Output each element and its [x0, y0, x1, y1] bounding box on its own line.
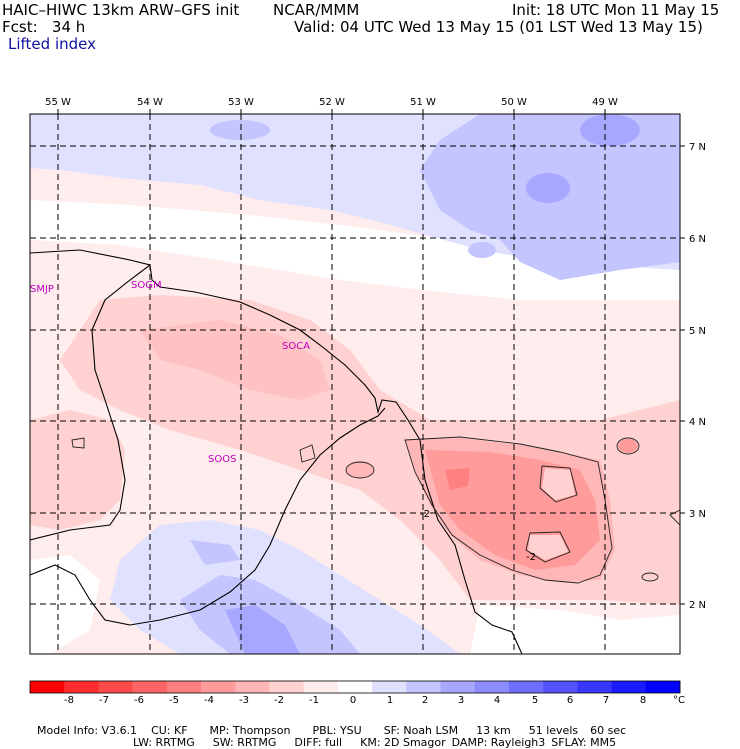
colorbar-swatch [98, 681, 133, 693]
shaded-field [30, 114, 680, 654]
station-label: SMJP [30, 284, 54, 295]
gridlines [30, 114, 680, 654]
footer-item: MP: Thompson [209, 724, 291, 737]
valid-time: Valid: 04 UTC Wed 13 May 15 (01 LST Wed … [294, 18, 703, 36]
colorbar-tick-label: -2 [274, 695, 284, 706]
colorbar-tick-label: 6 [567, 695, 573, 706]
footer-item: DAMP: Rayleigh3 [451, 736, 546, 749]
station-label: SOOS [208, 454, 236, 465]
colorbar-tick-label: -8 [64, 695, 74, 706]
colorbar-tick-label: 2 [422, 695, 428, 706]
colorbar-tick-label: 5 [532, 695, 538, 706]
colorbar-swatch [440, 681, 476, 693]
model-title: HAIC–HIWC 13km ARW–GFS init [2, 1, 240, 19]
map-frame [29, 113, 681, 655]
colorbar-swatch [372, 681, 407, 693]
colorbar-swatch [611, 681, 647, 693]
footer-item: Model Info: V3.6.1 [37, 724, 138, 737]
colorbar-tick-label: 8 [640, 695, 646, 706]
footer-item: DIFF: full [294, 736, 343, 749]
colorbar-tick-label: -7 [99, 695, 109, 706]
colorbar-tick-label: -6 [134, 695, 144, 706]
tick-marks [57, 109, 685, 605]
footer-item: 51 levels [528, 724, 579, 737]
colorbar-swatch [337, 681, 373, 693]
coastlines [30, 249, 523, 654]
colorbar-swatch [474, 681, 510, 693]
contour-label: -2 [526, 552, 536, 563]
lon-label: 51 W [410, 97, 436, 108]
colorbar-tick-label: 0 [350, 695, 356, 706]
station-label: SOGM [131, 280, 162, 291]
model-info-line2: LW: RRTMG SW: RRTMG DIFF: full KM: 2D Smago… [126, 725, 616, 749]
footer-item: LW: RRTMG [133, 736, 195, 749]
lon-label: 49 W [592, 97, 618, 108]
footer-item: SF: Noah LSM [383, 724, 459, 737]
colorbar-swatch [201, 681, 236, 693]
colorbar-tick-label: -1 [309, 695, 319, 706]
colorbar-tick-label: -5 [169, 695, 179, 706]
lon-label: 54 W [137, 97, 163, 108]
colorbar-unit: °C [673, 695, 685, 706]
lat-label: 4 N [689, 417, 706, 428]
contours [71, 436, 680, 584]
contour-label: -2 [420, 509, 430, 520]
colorbar-swatch [303, 681, 339, 693]
footer-item: SFLAY: MM5 [551, 736, 617, 749]
footer-item: KM: 2D Smagor [360, 736, 446, 749]
colorbar-tick-label: 4 [494, 695, 500, 706]
agency-label: NCAR/MMM [273, 1, 360, 19]
colorbar-tick-label: -3 [239, 695, 249, 706]
lat-label: 3 N [689, 509, 706, 520]
colorbar [29, 680, 681, 694]
forecast-hour: Fcst: 34 h [2, 18, 86, 36]
colorbar-tick-label: -4 [204, 695, 214, 706]
field-name: Lifted index [8, 35, 96, 53]
colorbar-swatch [235, 681, 270, 693]
lat-label: 2 N [689, 600, 706, 611]
colorbar-tick-label: 3 [458, 695, 464, 706]
lon-label: 50 W [501, 97, 527, 108]
colorbar-swatch [132, 681, 168, 693]
lon-label: 55 W [45, 97, 71, 108]
footer-item: CU: KF [151, 724, 188, 737]
footer-item: 13 km [476, 724, 511, 737]
init-time: Init: 18 UTC Mon 11 May 15 [512, 1, 720, 19]
colorbar-swatch [166, 681, 202, 693]
footer-item: SW: RRTMG [212, 736, 277, 749]
colorbar-swatch [645, 681, 681, 693]
model-info-line1: Model Info: V3.6.1 CU: KF MP: Thompson PBL:… [30, 713, 626, 737]
colorbar-swatch [406, 681, 441, 693]
colorbar-tick-label: 7 [603, 695, 609, 706]
colorbar-swatch [508, 681, 544, 693]
colorbar-swatch [269, 681, 304, 693]
colorbar-frame [29, 680, 681, 694]
lat-label: 7 N [689, 142, 706, 153]
colorbar-swatch [543, 681, 578, 693]
lon-label: 52 W [319, 97, 345, 108]
colorbar-swatch [64, 681, 99, 693]
lat-label: 6 N [689, 234, 706, 245]
colorbar-swatch [30, 681, 65, 693]
footer-item: PBL: YSU [312, 724, 362, 737]
colorbar-tick-label: 1 [387, 695, 393, 706]
station-label: SOCA [282, 341, 310, 352]
footer-item: 60 sec [590, 724, 627, 737]
colorbar-swatch [577, 681, 612, 693]
lon-label: 53 W [228, 97, 254, 108]
lat-label: 5 N [689, 326, 706, 337]
